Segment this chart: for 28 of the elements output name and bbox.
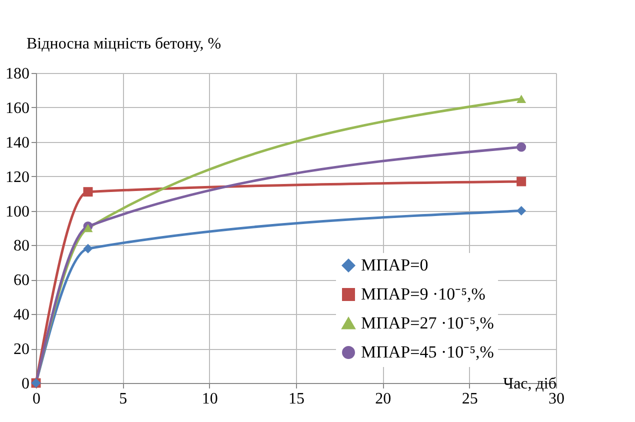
- y-tick-label: 40: [14, 306, 30, 324]
- x-tick-label: 20: [375, 390, 392, 408]
- y-tick-label: 60: [14, 272, 30, 290]
- y-tick-label: 80: [14, 238, 30, 255]
- y-tick-label: 140: [6, 134, 30, 152]
- point: [83, 244, 93, 254]
- x-tick-label: 25: [462, 390, 478, 408]
- point: [83, 187, 93, 197]
- x-tick-label: 5: [119, 390, 128, 408]
- legend-label: МПАР=45 ·10⁻⁵,%: [361, 342, 494, 362]
- x-tick-label: 10: [202, 390, 218, 408]
- legend-label: МПАР=0: [361, 256, 428, 274]
- y-tick-label: 180: [6, 66, 30, 82]
- legend-label: МПАР=27 ·10⁻⁵,%: [361, 314, 494, 332]
- y-axis-title: Відносна міцність бетону, %: [26, 36, 222, 52]
- point: [516, 176, 526, 186]
- y-tick-label: 120: [6, 168, 30, 186]
- y-tick-label: 20: [14, 341, 30, 358]
- y-tick-label: 100: [6, 203, 30, 220]
- x-tick-label: 0: [32, 390, 40, 408]
- x-tick-label: 30: [548, 390, 564, 408]
- y-tick-label: 0: [22, 376, 30, 392]
- y-tick-label: 160: [6, 100, 30, 117]
- x-tick-label: 15: [288, 390, 304, 408]
- x-axis-title: Час, діб: [503, 376, 556, 392]
- point: [516, 206, 526, 216]
- legend-label: МПАР=9 ·10⁻⁵,%: [361, 284, 486, 304]
- point: [516, 142, 526, 152]
